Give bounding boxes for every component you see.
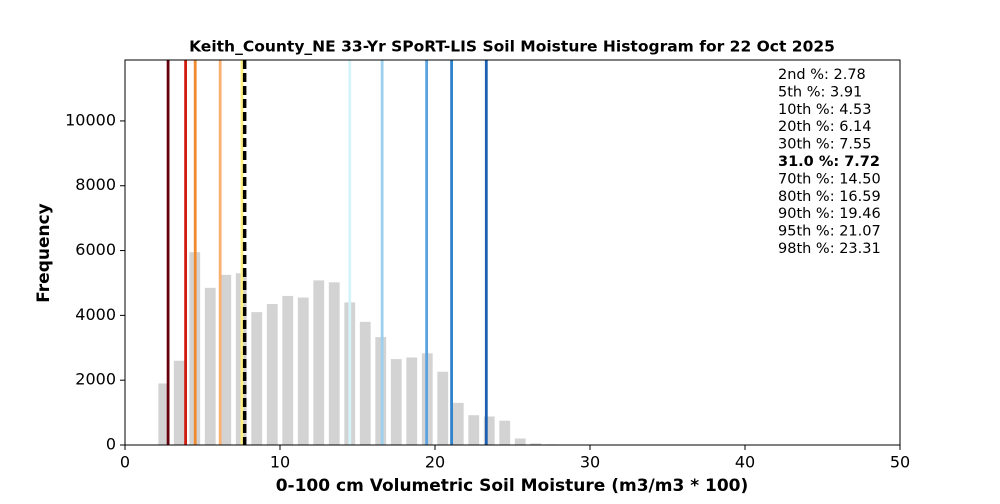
bar — [313, 280, 325, 445]
bar — [328, 282, 340, 445]
y-axis-label: Frequency — [34, 203, 54, 303]
legend-entry: 20th %: 6.14 — [778, 119, 872, 135]
x-tick-label: 20 — [425, 453, 445, 472]
y-tick-label: 0 — [106, 435, 116, 454]
legend-entry: 31.0 %: 7.72 — [778, 154, 880, 170]
legend-entry: 90th %: 19.46 — [778, 206, 881, 222]
x-tick-label: 10 — [270, 453, 290, 472]
x-tick-label: 50 — [890, 453, 910, 472]
bar — [437, 371, 449, 445]
bar — [251, 312, 263, 445]
bar — [204, 287, 216, 445]
legend-entry: 2nd %: 2.78 — [778, 67, 866, 83]
y-tick-label: 10000 — [65, 110, 116, 129]
legend-entry: 30th %: 7.55 — [778, 137, 872, 153]
bar — [499, 420, 511, 445]
chart-title: Keith_County_NE 33-Yr SPoRT-LIS Soil Moi… — [189, 38, 835, 56]
legend-entry: 70th %: 14.50 — [778, 171, 881, 187]
bar — [514, 438, 526, 445]
legend-entry: 95th %: 21.07 — [778, 224, 881, 240]
y-tick-label: 2000 — [75, 370, 116, 389]
bar — [158, 383, 170, 445]
y-tick-label: 6000 — [75, 240, 116, 259]
legend-entry: 98th %: 23.31 — [778, 241, 881, 257]
bar — [220, 274, 232, 445]
bar — [483, 416, 495, 445]
x-tick-label: 0 — [120, 453, 130, 472]
y-tick-label: 4000 — [75, 305, 116, 324]
x-tick-label: 40 — [735, 453, 755, 472]
y-tick-label: 8000 — [75, 175, 116, 194]
bar — [530, 443, 542, 445]
bar — [173, 360, 185, 445]
plot-frame — [124, 59, 901, 446]
bar — [297, 297, 309, 445]
legend-entry: 5th %: 3.91 — [778, 84, 862, 100]
bar — [266, 304, 278, 445]
bar — [452, 402, 464, 445]
legend-entry: 10th %: 4.53 — [778, 102, 872, 118]
bar — [390, 359, 402, 445]
bar — [406, 357, 418, 445]
x-axis-label: 0-100 cm Volumetric Soil Moisture (m3/m3… — [276, 476, 749, 496]
x-tick-label: 30 — [580, 453, 600, 472]
bar — [468, 415, 480, 445]
bar — [282, 295, 294, 445]
legend-entry: 80th %: 16.59 — [778, 189, 881, 205]
bar — [359, 321, 371, 445]
